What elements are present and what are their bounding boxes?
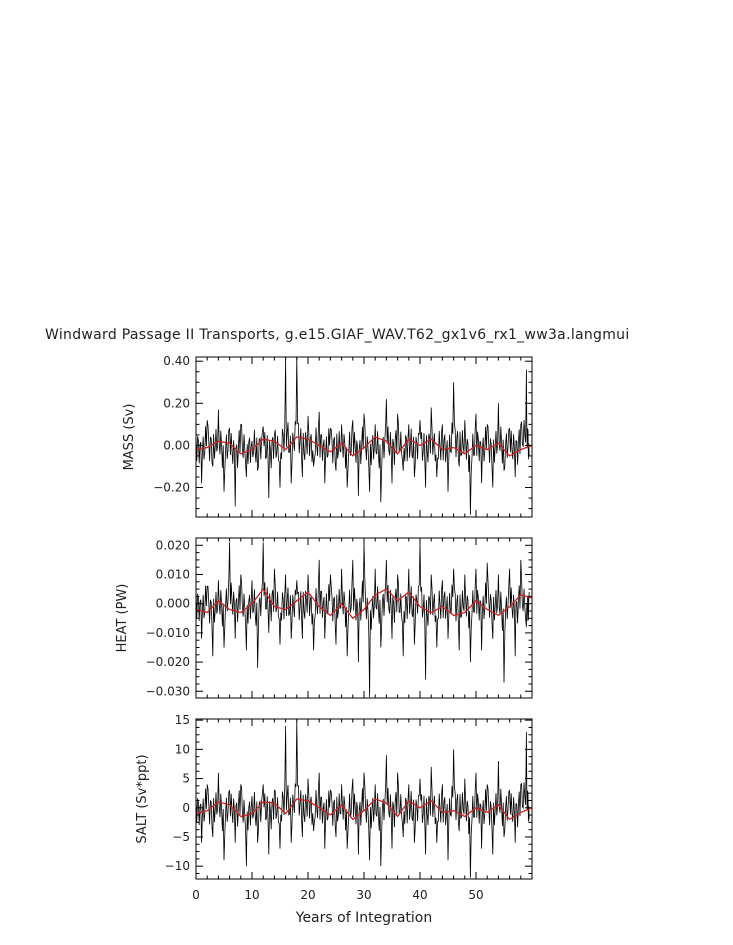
salt-series-group <box>196 720 532 878</box>
mass-series-group <box>196 357 532 515</box>
panel-heat: 0.020 0.010 0.000 −0.010 −0.020 −0.030 HEAT (… <box>115 537 533 699</box>
heat-y-axis-label: HEAT (PW) <box>115 584 130 653</box>
mass-y-tick-label: 0.40 <box>163 354 190 368</box>
salt-y-tick-label: 5 <box>182 772 190 786</box>
x-axis-label: Years of Integration <box>295 910 432 926</box>
mass-y-tick-label: 0.20 <box>163 396 190 410</box>
salt-raw-series-line <box>196 720 530 878</box>
figure-title: Windward Passage II Transports, g.e15.GI… <box>45 327 630 343</box>
heat-smoothed-series-line <box>196 587 532 620</box>
heat-y-tick-label: −0.010 <box>146 626 190 640</box>
salt-x-tick-label: 0 <box>192 888 200 902</box>
heat-y-tick-label: 0.010 <box>156 567 190 581</box>
salt-y-tick-label: 15 <box>175 713 190 727</box>
salt-x-tick-label: 20 <box>300 888 315 902</box>
mass-y-axis-label: MASS (Sv) <box>122 404 137 471</box>
salt-y-tick-label: −10 <box>165 859 190 873</box>
panel-mass: 0.40 0.20 0.00 −0.20 MASS (Sv) <box>122 354 533 518</box>
heat-y-tick-label: 0.000 <box>156 597 190 611</box>
mass-smoothed-series-line <box>196 436 532 457</box>
mass-tick-group: 0.40 0.20 0.00 −0.20 <box>153 354 533 517</box>
salt-x-tick-label: 40 <box>412 888 427 902</box>
salt-x-tick-label: 10 <box>244 888 259 902</box>
heat-y-tick-label: 0.020 <box>156 538 190 552</box>
heat-tick-group: 0.020 0.010 0.000 −0.010 −0.020 −0.030 <box>146 537 533 698</box>
salt-smoothed-series-line <box>196 798 532 821</box>
salt-y-tick-label: 0 <box>182 801 190 815</box>
salt-x-tick-label: 30 <box>356 888 371 902</box>
salt-y-tick-label: −5 <box>172 830 190 844</box>
heat-y-tick-label: −0.020 <box>146 655 190 669</box>
heat-y-tick-label: −0.030 <box>146 684 190 698</box>
salt-x-tick-label: 50 <box>468 888 483 902</box>
mass-raw-series-line <box>196 357 530 515</box>
mass-y-tick-label: −0.20 <box>153 481 190 495</box>
salt-y-axis-label: SALT (Sv*ppt) <box>135 754 150 843</box>
salt-y-tick-label: 10 <box>175 742 190 756</box>
mass-y-tick-label: 0.00 <box>163 438 190 452</box>
